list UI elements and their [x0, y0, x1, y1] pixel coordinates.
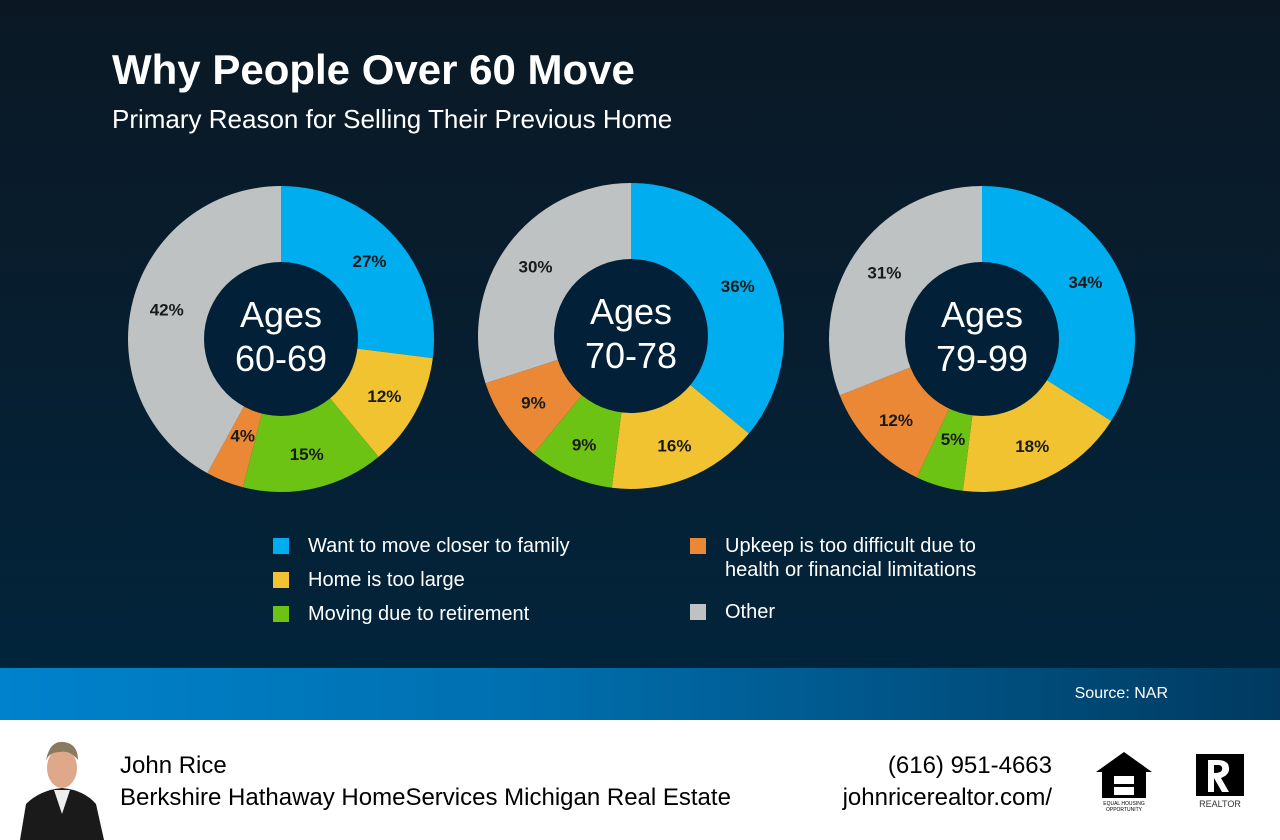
- svg-text:REALTOR: REALTOR: [1199, 799, 1241, 809]
- realtor-logo: REALTOR: [1196, 754, 1244, 809]
- slice-label: 15%: [290, 445, 324, 464]
- legend-swatch: [690, 604, 706, 620]
- slice-label: 36%: [721, 277, 755, 296]
- slice-label: 30%: [519, 258, 553, 277]
- donut-hole: [554, 259, 708, 413]
- legend-label-line2: health or financial limitations: [725, 559, 977, 581]
- agent-footer: John Rice Berkshire Hathaway HomeService…: [0, 720, 1280, 840]
- agent-phone[interactable]: (616) 951-4663: [887, 752, 1052, 779]
- donut-slice: [631, 183, 784, 434]
- equal-housing-logo: EQUAL HOUSING OPPORTUNITY: [1096, 752, 1152, 812]
- source-band: Source: NAR: [0, 668, 1280, 720]
- infographic-panel: Why People Over 60 Move Primary Reason f…: [0, 0, 1280, 668]
- donut-hole: [204, 262, 358, 416]
- center-label: Ages: [941, 294, 1023, 335]
- slice-label: 9%: [572, 435, 597, 454]
- legend-swatch: [273, 572, 289, 588]
- legend-swatch: [273, 538, 289, 554]
- page-subtitle: Primary Reason for Selling Their Previou…: [112, 104, 673, 134]
- slice-label: 12%: [367, 387, 401, 406]
- center-label: 70-78: [585, 335, 677, 376]
- legend-label: Other: [725, 601, 776, 623]
- center-label: Ages: [240, 294, 322, 335]
- slice-label: 27%: [352, 252, 386, 271]
- slice-label: 12%: [879, 411, 913, 430]
- slice-label: 18%: [1015, 437, 1049, 456]
- slice-label: 9%: [521, 393, 546, 412]
- legend-label: Want to move closer to family: [308, 535, 570, 557]
- slice-label: 31%: [867, 264, 901, 283]
- slice-label: 42%: [150, 301, 184, 320]
- slice-label: 34%: [1068, 273, 1102, 292]
- agent-photo: [20, 741, 104, 840]
- slice-label: 16%: [657, 437, 691, 456]
- source-note: Source: NAR: [1074, 685, 1168, 702]
- center-label: 79-99: [936, 338, 1028, 379]
- legend-swatch: [690, 538, 706, 554]
- center-label: Ages: [590, 291, 672, 332]
- legend-label: Moving due to retirement: [308, 603, 530, 625]
- svg-text:EQUAL HOUSING: EQUAL HOUSING: [1103, 801, 1145, 807]
- legend-label: Upkeep is too difficult due to: [725, 535, 976, 557]
- agent-website[interactable]: johnricerealtor.com/: [842, 784, 1052, 811]
- agent-company: Berkshire Hathaway HomeServices Michigan…: [120, 784, 731, 811]
- legend-label: Home is too large: [308, 569, 465, 591]
- svg-text:OPPORTUNITY: OPPORTUNITY: [1106, 807, 1143, 812]
- donut-charts: 27%12%15%4%42% Ages60-6936%16%9%9%30%Ages…: [127, 183, 1135, 493]
- page-title: Why People Over 60 Move: [112, 46, 635, 93]
- slice-label: 4%: [230, 427, 255, 446]
- donut-hole: [905, 262, 1059, 416]
- slice-label: 5%: [941, 430, 966, 449]
- center-label: 60-69: [235, 338, 327, 379]
- agent-name: John Rice: [120, 752, 227, 779]
- legend-swatch: [273, 606, 289, 622]
